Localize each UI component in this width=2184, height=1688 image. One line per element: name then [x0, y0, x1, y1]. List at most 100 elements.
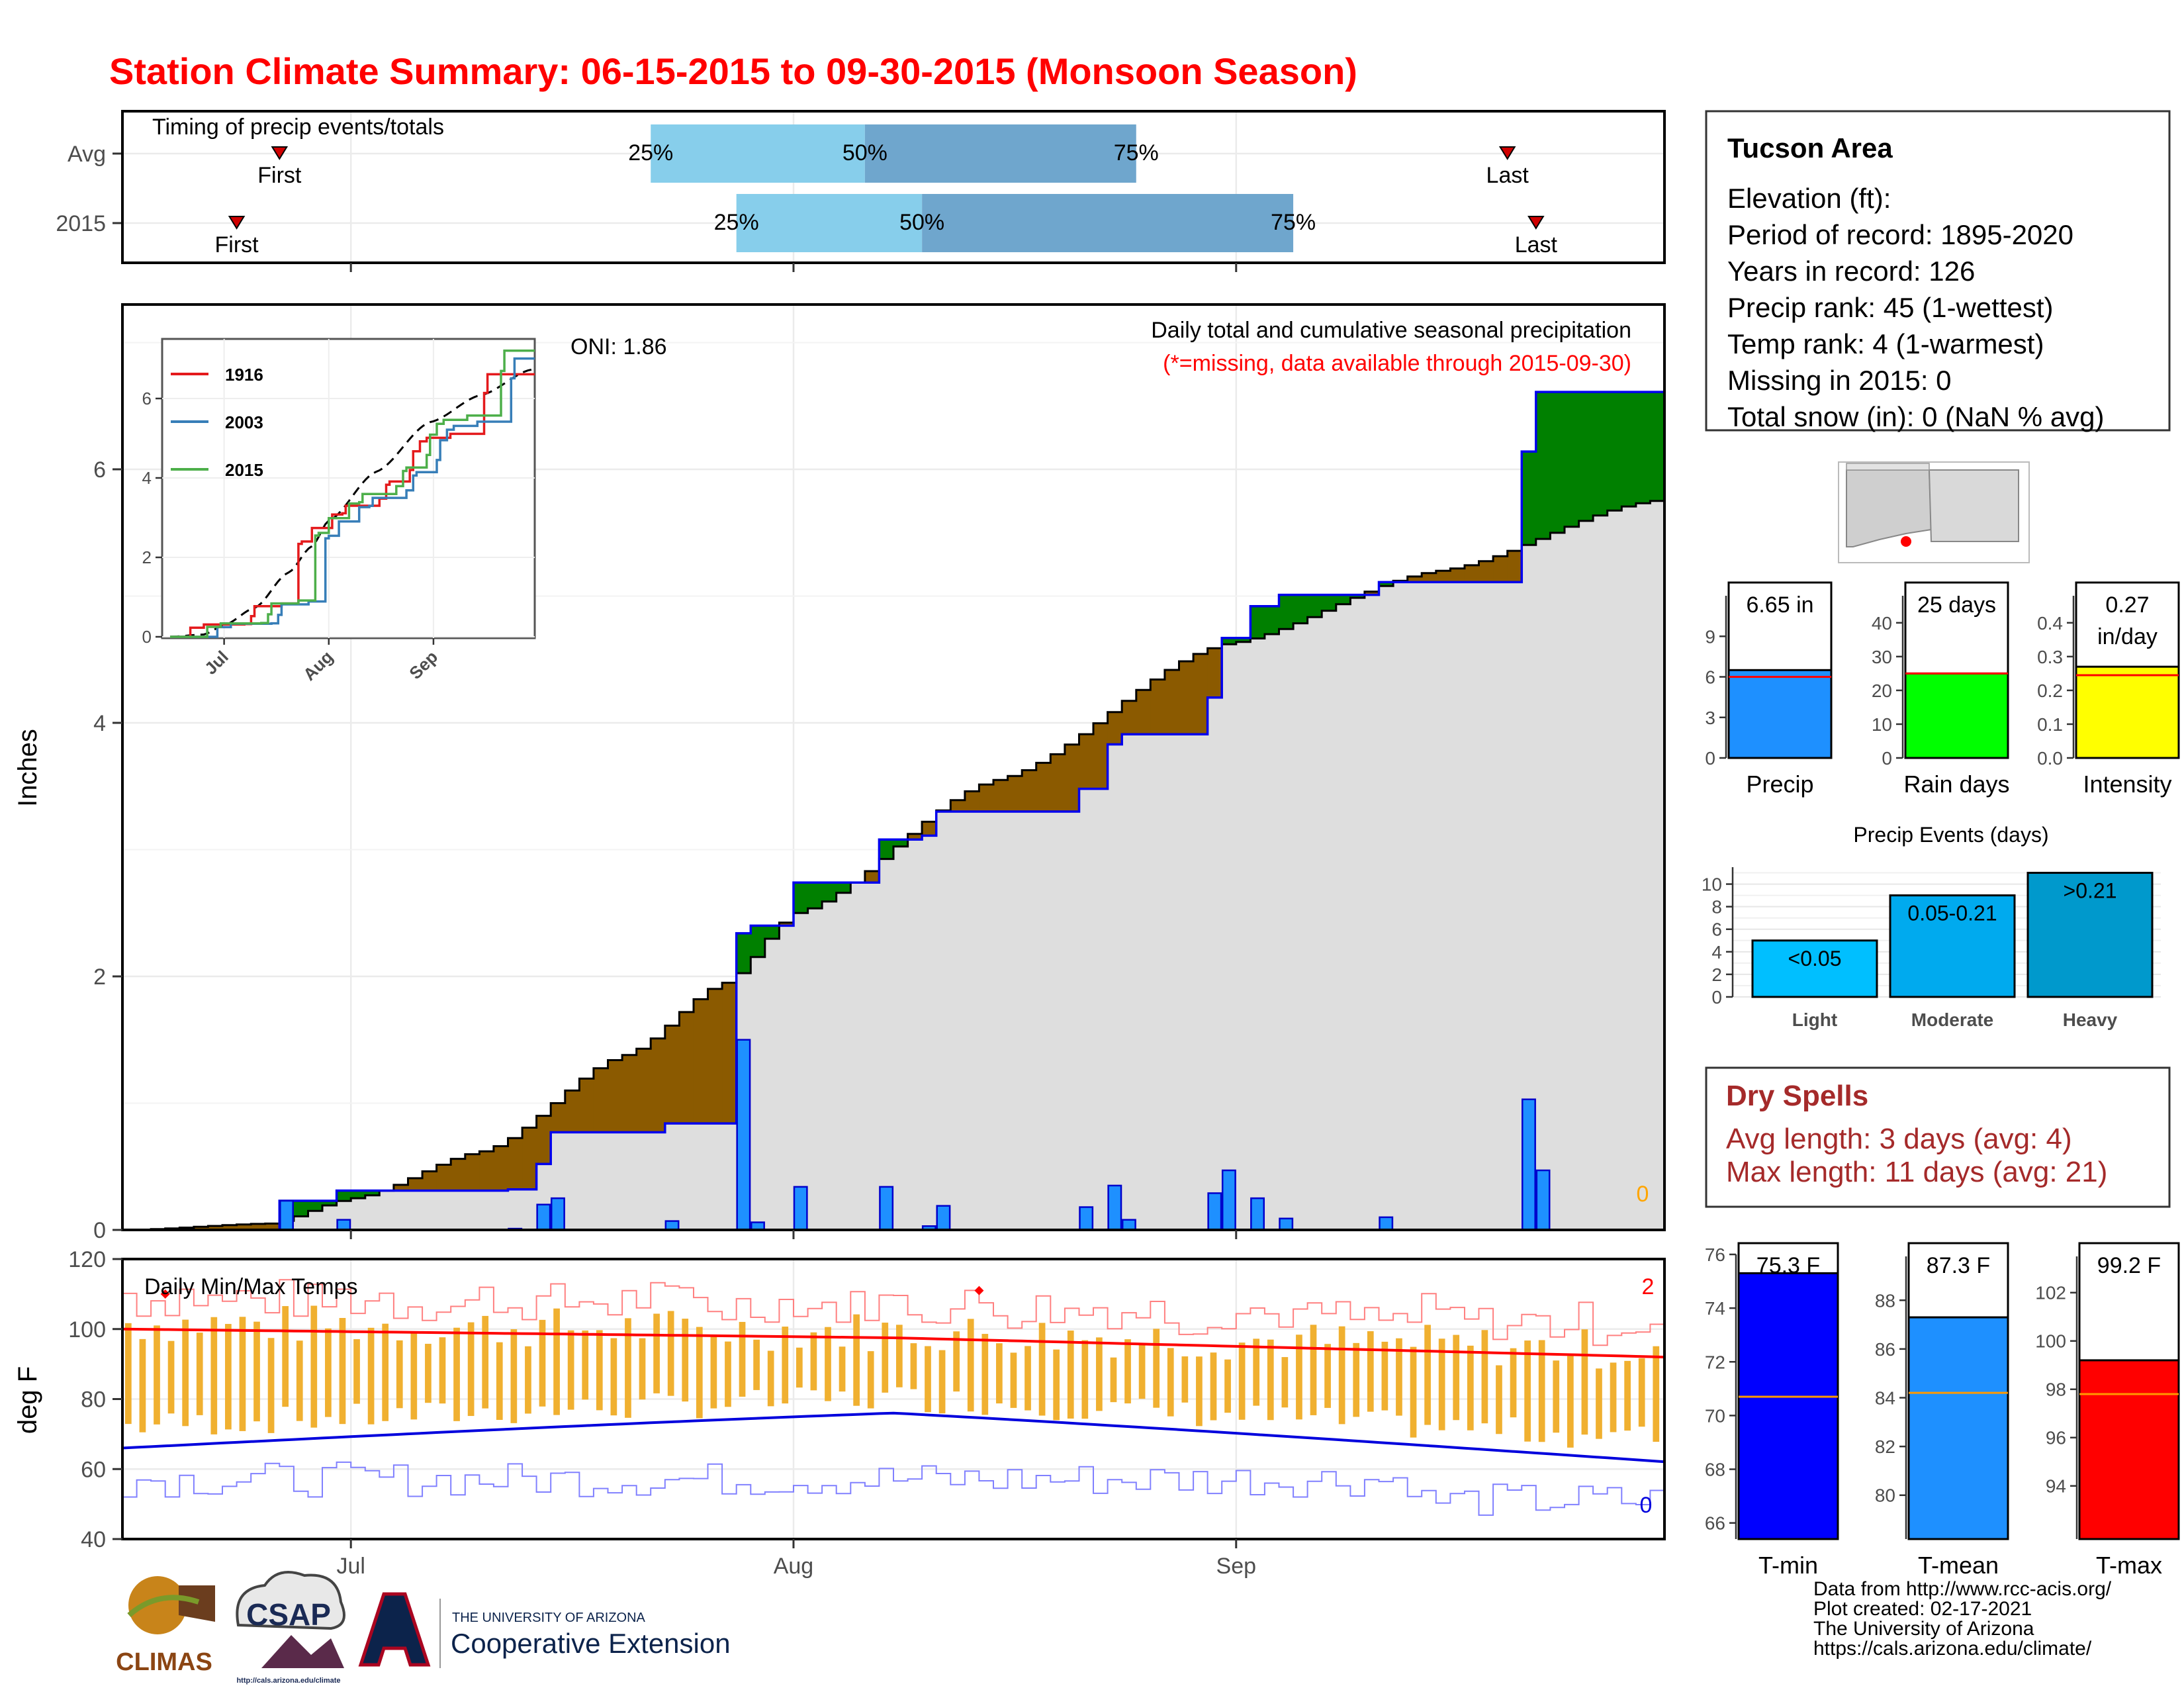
- temp-daily-bar: [1281, 1357, 1289, 1408]
- precip-gray-area: [122, 500, 1664, 1230]
- temp-summary-y-tick-label: 68: [1705, 1460, 1725, 1480]
- summary-y-tick-label: 0: [1882, 748, 1892, 769]
- temp-summary-y-tick-label: 66: [1705, 1513, 1725, 1534]
- daily-precip-bar: [1107, 1184, 1122, 1231]
- summary-value-label: 6.65 in: [1746, 592, 1813, 618]
- temp-daily-bar: [639, 1338, 646, 1400]
- csap-logo-url: http://cals.arizona.edu/climate: [236, 1677, 340, 1685]
- precip-surplus-segment: [893, 839, 909, 847]
- temp-summary-value: 99.2 F: [2097, 1253, 2161, 1278]
- temp-daily-bar: [1553, 1360, 1560, 1433]
- precip-deficit-segment: [651, 1038, 666, 1133]
- temp-summary-y-tick-label: 100: [2035, 1331, 2066, 1352]
- precip-surplus-segment: [293, 1200, 309, 1217]
- precip-deficit-segment: [422, 1171, 437, 1191]
- precip-surplus-segment: [1250, 606, 1265, 639]
- temp-summary-bar: [2078, 1359, 2180, 1540]
- daily-precip-bar: [736, 1039, 751, 1231]
- precip-deficit-segment: [493, 1146, 509, 1191]
- timeline-p75-label: 75%: [1271, 210, 1316, 235]
- precip-events-bar-label: 0.05-0.21: [1907, 902, 1997, 925]
- inset-y-tick-label: 4: [142, 468, 152, 488]
- temp-daily-bar: [1581, 1329, 1588, 1435]
- temp-daily-bar: [1567, 1356, 1574, 1448]
- precip-deficit-segment: [222, 1225, 238, 1230]
- precip-surplus-segment: [1236, 637, 1251, 642]
- temp-daily-bar: [239, 1317, 246, 1431]
- csap-logo-cloud: [236, 1571, 345, 1630]
- precip-deficit-segment: [1450, 568, 1465, 583]
- temp-summary-y-tick-label: 80: [1875, 1485, 1895, 1506]
- inset-legend-label: 2015: [225, 460, 263, 480]
- timeline-row-label: Avg: [68, 142, 106, 167]
- precip-surplus-segment: [1593, 392, 1608, 516]
- summary-y-tick-label: 0.2: [2037, 680, 2063, 701]
- temp-daily-bar: [439, 1337, 446, 1404]
- station-info-line: Period of record: 1895-2020: [1727, 219, 2073, 250]
- daily-precip-bar: [793, 1186, 808, 1231]
- temp-daily-bar: [1510, 1348, 1517, 1418]
- temp-summary-y-tick-label: 86: [1875, 1339, 1895, 1360]
- temp-daily-bar: [1253, 1338, 1260, 1406]
- precip-surplus-segment: [1379, 582, 1394, 586]
- temp-daily-bar: [310, 1305, 318, 1428]
- precip-surplus-segment: [1264, 606, 1280, 634]
- temp-daily-bar: [696, 1327, 703, 1419]
- daily-precip-bar: [1535, 1169, 1551, 1231]
- precip-deficit-segment: [722, 982, 737, 1124]
- daily-precip-bar: [1250, 1197, 1265, 1231]
- temp-daily-bar: [810, 1332, 817, 1391]
- station-info-line: Precip rank: 45 (1-wettest): [1727, 292, 2054, 323]
- summary-bar: [2075, 665, 2180, 759]
- timeline-last-label: Last: [1515, 232, 1558, 258]
- temp-summary-y-tick-label: 74: [1705, 1298, 1725, 1319]
- precip-deficit-segment: [707, 988, 723, 1124]
- temp-daily-bar: [1467, 1345, 1474, 1430]
- timeline-p25-label: 25%: [628, 140, 673, 165]
- precip-deficit-segment: [1507, 551, 1522, 583]
- precip-surplus-segment: [336, 1190, 351, 1201]
- temp-daily-bar: [1596, 1368, 1602, 1439]
- precip-surplus-segment: [351, 1190, 366, 1199]
- precip-deficit-segment: [979, 784, 994, 812]
- daily-precip-bar: [879, 1186, 894, 1231]
- temp-daily-bar: [1196, 1356, 1203, 1427]
- temp-daily-bar: [1496, 1365, 1502, 1434]
- timeline-bar-25-50: [736, 194, 923, 252]
- temp-daily-bar: [1524, 1340, 1531, 1442]
- precip-surplus-segment: [322, 1200, 338, 1206]
- temp-daily-bar: [1610, 1362, 1617, 1432]
- dry-spells-box: [1705, 1066, 2171, 1208]
- precip-deficit-segment: [436, 1164, 451, 1191]
- temp-daily-bar: [1410, 1346, 1417, 1438]
- temp-summary-y-tick-label: 70: [1705, 1405, 1725, 1426]
- inset-y-tick-label: 2: [142, 547, 152, 567]
- temp-daily-bar: [825, 1327, 831, 1401]
- precip-events-y-tick-label: 8: [1711, 897, 1722, 917]
- daily-precip-bar: [336, 1219, 351, 1231]
- precip-surplus-segment: [1650, 392, 1665, 501]
- precip-events-y-tick-label: 0: [1711, 987, 1722, 1008]
- temp-daily-bar: [1153, 1329, 1160, 1408]
- timeline-first-marker: [228, 216, 246, 230]
- summary-y-tick-label: 6: [1705, 667, 1715, 688]
- locator-map-new-mexico: [1928, 469, 2019, 542]
- temp-title: Daily Min/Max Temps: [144, 1274, 357, 1299]
- temp-daily-bar: [1210, 1352, 1217, 1421]
- temp-daily-bar: [1381, 1341, 1388, 1411]
- precip-deficit-segment: [1136, 690, 1151, 735]
- temp-daily-bar: [1538, 1340, 1545, 1442]
- temp-daily-bar: [625, 1318, 631, 1418]
- csap-logo-text: CSAP: [246, 1597, 331, 1632]
- precip-surplus-segment: [1222, 637, 1237, 645]
- temp-summary-title: T-min: [1758, 1552, 1818, 1579]
- precip-surplus-segment: [1322, 594, 1337, 611]
- summary-title: Intensity: [2083, 771, 2171, 798]
- precip-y-tick-label: 0: [93, 1218, 106, 1243]
- precip-surplus-segment: [1522, 451, 1537, 545]
- summary-y-tick-label: 9: [1705, 626, 1715, 647]
- temp-summary-bar: [1737, 1272, 1839, 1540]
- temp-daily-bar: [525, 1346, 531, 1414]
- daily-precip-bar: [1207, 1192, 1222, 1231]
